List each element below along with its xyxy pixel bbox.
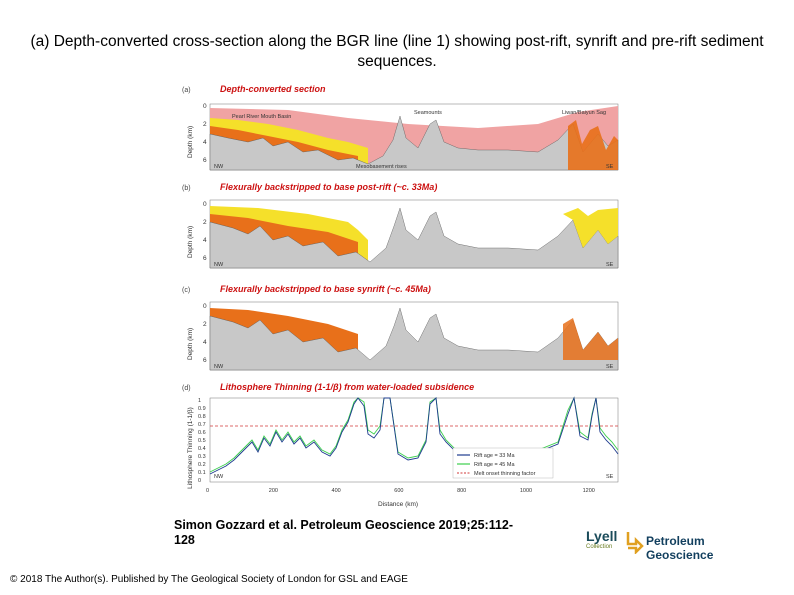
- legend-melt: Melt onset thinning factor: [474, 471, 536, 477]
- panel-d-ytick: 0.2: [198, 462, 206, 468]
- panel-d-title: Lithosphere Thinning (1-1/β) from water-…: [220, 382, 474, 392]
- panel-c-title: Flexurally backstripped to base synrift …: [220, 284, 431, 294]
- lyell-logo-sub: Collection: [586, 544, 613, 550]
- panel-b-title: Flexurally backstripped to base post-rif…: [220, 182, 437, 192]
- series-33ma: [209, 396, 619, 475]
- series-45ma: [209, 396, 619, 473]
- panel-c-ytick-0: 0: [203, 303, 207, 310]
- prerift-se-c: [563, 318, 618, 360]
- panel-d-xtick: 600: [394, 488, 403, 494]
- panel-d-xtick: 400: [332, 488, 341, 494]
- arrow-logo-icon: [626, 532, 644, 554]
- panel-c: (c) Flexurally backstripped to base synr…: [182, 284, 619, 371]
- panel-c-nw: NW: [214, 364, 224, 370]
- figure-caption: (a) Depth-converted cross-section along …: [30, 33, 764, 70]
- panel-c-ytick-2: 4: [203, 339, 207, 346]
- panel-a-ytick-2: 4: [203, 139, 207, 146]
- panel-a-ytick-1: 2: [203, 121, 207, 128]
- panel-c-se: SE: [606, 364, 614, 370]
- panel-b-label: (b): [182, 185, 191, 192]
- label-seamounts: Seamounts: [414, 110, 442, 116]
- panel-b-nw: NW: [214, 262, 224, 268]
- lyell-logo-text: Lyell: [586, 528, 618, 544]
- label-pearl-river: Pearl River Mouth Basin: [232, 114, 291, 120]
- panel-d-xtick: 1000: [520, 488, 532, 494]
- synrift-se-b: [563, 208, 618, 248]
- label-mesobasement: Mesobasement rises: [356, 164, 407, 170]
- panel-d: (d) Lithosphere Thinning (1-1/β) from wa…: [182, 382, 619, 508]
- copyright: © 2018 The Author(s). Published by The G…: [10, 574, 408, 585]
- panel-d-ylabel: Lithosphere Thinning (1-1/β): [187, 407, 194, 489]
- panel-d-se: SE: [606, 474, 614, 480]
- panel-d-xtick: 1200: [583, 488, 595, 494]
- prerift-se: [568, 120, 618, 170]
- panel-a-ytick-3: 6: [203, 157, 207, 164]
- panel-c-ytick-1: 2: [203, 321, 207, 328]
- panel-a-label: (a): [182, 87, 191, 94]
- panel-b-ylabel: Depth (km): [187, 226, 194, 258]
- panel-d-xtick: 200: [269, 488, 278, 494]
- panel-b-ytick-0: 0: [203, 201, 207, 208]
- panel-c-ytick-3: 6: [203, 357, 207, 364]
- label-liwan: Liwan/Baiyun Sag: [562, 110, 606, 116]
- legend: Rift age = 33 Ma Rift age = 45 Ma Melt o…: [452, 447, 554, 479]
- panel-d-ytick: 0: [198, 478, 201, 484]
- panel-d-xtick: 0: [206, 488, 209, 494]
- panel-d-xlabel: Distance (km): [378, 501, 418, 508]
- panel-d-ytick: 0.5: [198, 438, 206, 444]
- legend-45ma: Rift age = 45 Ma: [474, 462, 515, 468]
- panel-a-nw: NW: [214, 164, 224, 170]
- panel-b-ytick-1: 2: [203, 219, 207, 226]
- panel-a: (a) Depth-converted section Depth (km) 0…: [182, 84, 619, 171]
- panel-d-nw: NW: [214, 474, 224, 480]
- panel-a-ytick-0: 0: [203, 103, 207, 110]
- panel-a-ylabel: Depth (km): [187, 126, 194, 158]
- panel-d-ytick: 0.1: [198, 470, 206, 476]
- figure: (a) Depth-converted section Depth (km) 0…: [182, 84, 619, 508]
- citation: Simon Gozzard et al. Petroleum Geoscienc…: [174, 518, 514, 547]
- panel-c-label: (c): [182, 287, 190, 294]
- panel-b-ytick-3: 6: [203, 255, 207, 262]
- panel-a-se: SE: [606, 164, 614, 170]
- panel-d-ytick: 0.4: [198, 446, 206, 452]
- legend-33ma: Rift age = 33 Ma: [474, 453, 515, 459]
- publisher-logo: Lyell Collection Petroleum Geoscience: [586, 526, 756, 562]
- panel-d-label: (d): [182, 385, 191, 392]
- panel-d-ytick: 0.3: [198, 454, 206, 460]
- panel-b-ytick-2: 4: [203, 237, 207, 244]
- panel-d-ytick: 0.8: [198, 414, 206, 420]
- panel-b-se: SE: [606, 262, 614, 268]
- panel-c-ylabel: Depth (km): [187, 328, 194, 360]
- panel-b: (b) Flexurally backstripped to base post…: [182, 182, 619, 269]
- panel-d-ytick: 0.6: [198, 430, 206, 436]
- petroleum-geoscience-logo-text: Petroleum Geoscience: [646, 534, 714, 562]
- panel-d-ytick: 1: [198, 398, 201, 404]
- panel-d-xtick: 800: [457, 488, 466, 494]
- panel-d-ytick: 0.9: [198, 406, 206, 412]
- panel-d-ytick: 0.7: [198, 422, 206, 428]
- panel-a-title: Depth-converted section: [220, 84, 326, 94]
